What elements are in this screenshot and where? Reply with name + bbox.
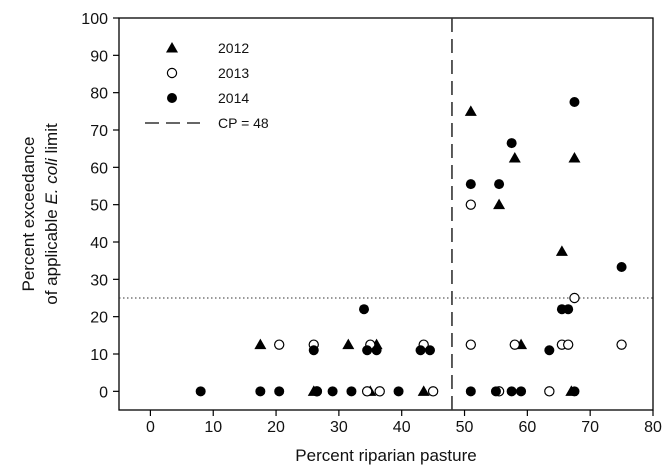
data-point-2013 [569, 292, 580, 304]
data-point-2014 [362, 345, 373, 356]
data-point-2013 [544, 386, 555, 397]
data-point-2014 [506, 138, 517, 149]
data-point-2014 [346, 386, 357, 397]
data-point-2013 [562, 339, 574, 350]
x-tick-label: 80 [644, 419, 662, 436]
data-point-2013 [465, 339, 477, 350]
data-point-2014 [490, 386, 501, 397]
data-point-2014 [616, 262, 627, 273]
y-tick-label: 70 [90, 123, 108, 140]
y-tick-label: 80 [90, 86, 108, 103]
data-point-2014 [311, 386, 322, 397]
data-point-2013 [427, 386, 439, 397]
y-tick-label: 30 [90, 272, 108, 289]
data-point-2014 [308, 345, 319, 356]
data-point-2013 [465, 199, 477, 210]
data-point-2014 [569, 386, 580, 397]
data-point-2014 [274, 386, 285, 397]
data-point-2014 [424, 345, 435, 356]
x-tick-label: 10 [204, 419, 222, 436]
legend-label: CP = 48 [218, 115, 269, 131]
y-tick-label: 100 [81, 11, 108, 28]
data-points [195, 97, 627, 397]
y-axis-label-italic: E. coli [42, 157, 61, 205]
data-point-2012 [508, 152, 521, 163]
y-axis-label-line1: Percent exceedance [19, 137, 38, 292]
data-point-2014 [506, 386, 517, 397]
data-point-2014 [415, 345, 426, 356]
reference-lines [119, 18, 653, 410]
legend-marker-2012 [166, 42, 178, 53]
y-axis-label-suffix: limit [42, 123, 61, 158]
data-point-2012 [254, 338, 267, 350]
x-tick-label: 70 [581, 419, 599, 436]
legend-label: 2013 [218, 65, 249, 81]
y-tick-label: 20 [90, 310, 108, 327]
data-point-2014 [516, 386, 527, 397]
x-tick-label: 0 [146, 419, 155, 436]
y-axis-label-prefix: of applicable [42, 205, 61, 305]
data-point-2014 [465, 179, 476, 190]
legend-marker-2014 [167, 93, 177, 103]
x-tick-label: 40 [393, 419, 411, 436]
y-tick-label: 60 [90, 160, 108, 177]
data-point-2014 [544, 345, 555, 356]
x-axis-label: Percent riparian pasture [295, 446, 476, 465]
data-point-2013 [374, 386, 385, 397]
y-axis-label-line2: of applicable E. coli limit [42, 123, 61, 305]
data-point-2012 [342, 338, 355, 350]
data-point-2014 [563, 304, 574, 315]
y-tick-label: 50 [90, 198, 108, 215]
data-point-2014 [371, 345, 382, 356]
legend-label: 2012 [218, 40, 249, 56]
x-tick-label: 20 [267, 419, 285, 436]
plot-frame [118, 17, 654, 411]
data-point-2013 [509, 339, 520, 350]
data-point-2012 [417, 385, 430, 396]
data-point-2014 [393, 386, 404, 397]
legend: 2012 2013 2014 CP = 48 [145, 40, 269, 131]
legend-label: 2014 [218, 90, 249, 106]
y-tick-label: 90 [90, 48, 108, 65]
y-tick-label: 0 [99, 384, 108, 401]
data-point-2014 [465, 386, 476, 397]
data-point-2014 [255, 386, 266, 397]
data-point-2012 [493, 198, 506, 210]
data-point-2014 [569, 97, 580, 107]
y-tick-label: 10 [90, 347, 108, 364]
data-point-2012 [555, 245, 568, 256]
data-point-2013 [361, 386, 373, 397]
data-point-2014 [494, 179, 505, 190]
data-point-2013 [616, 339, 627, 350]
data-point-2014 [327, 386, 338, 397]
data-point-2014 [195, 386, 206, 397]
axis-ticks: 0 10 20 30 40 50 60 70 80 0 10 20 30 40 50 60 70 80 90 100 [81, 11, 662, 436]
data-point-2012 [464, 105, 477, 116]
x-tick-label: 50 [456, 419, 474, 436]
x-tick-label: 30 [330, 419, 348, 436]
y-tick-label: 40 [90, 235, 108, 252]
x-tick-label: 60 [518, 419, 536, 436]
data-point-2012 [568, 152, 581, 163]
legend-marker-2013 [166, 67, 178, 79]
data-point-2014 [359, 304, 370, 315]
data-point-2013 [274, 339, 285, 350]
